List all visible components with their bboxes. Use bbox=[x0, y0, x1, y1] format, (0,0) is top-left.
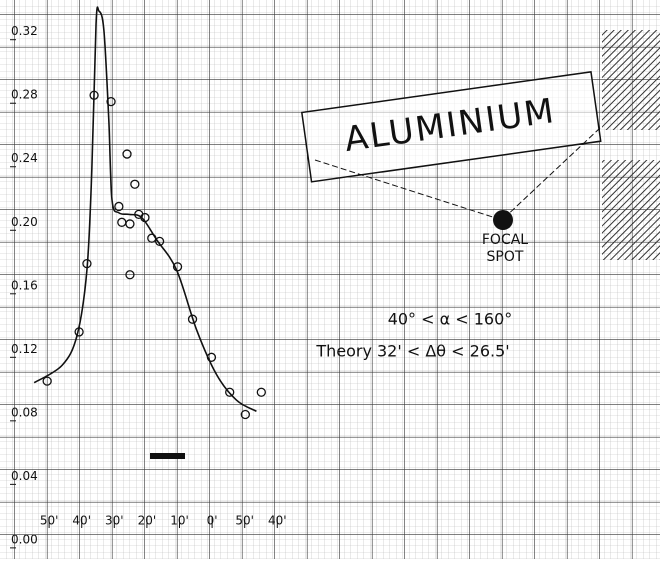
chart: ALUMINIUM FOCAL SPOT 40° < α < 160° Theo… bbox=[0, 0, 660, 559]
hatched-area bbox=[602, 30, 660, 130]
x-tick-label: 50' bbox=[235, 514, 254, 528]
y-tick-label: 0.12 bbox=[11, 342, 38, 356]
x-tick-label: 40' bbox=[268, 514, 287, 528]
annotation: Theory 32' < Δθ < 26.5' bbox=[315, 342, 509, 361]
y-tick-label: 0.00 bbox=[11, 532, 38, 546]
y-tick-label: 0.28 bbox=[11, 88, 38, 102]
y-tick-label: 0.24 bbox=[11, 151, 38, 165]
x-tick-label: 40' bbox=[72, 514, 91, 528]
scale-bar bbox=[150, 453, 185, 459]
x-tick-label: 50' bbox=[40, 514, 59, 528]
y-tick-label: 0.16 bbox=[11, 278, 38, 292]
y-tick-label: 0.08 bbox=[11, 405, 38, 419]
focal-spot bbox=[493, 210, 513, 230]
y-tick-label: 0.04 bbox=[11, 469, 38, 483]
y-tick-label: 0.20 bbox=[11, 215, 38, 229]
annotation: 40° < α < 160° bbox=[388, 310, 513, 329]
annotation-box: FOCAL SPOT bbox=[465, 232, 545, 272]
x-tick-label: 10' bbox=[170, 514, 189, 528]
x-tick-label: 0' bbox=[207, 514, 218, 528]
hatched-area bbox=[602, 160, 660, 260]
x-tick-label: 30' bbox=[105, 514, 124, 528]
annotation: FOCAL SPOT bbox=[465, 232, 545, 266]
x-tick-label: 20' bbox=[138, 514, 157, 528]
y-tick-label: 0.32 bbox=[11, 24, 38, 38]
